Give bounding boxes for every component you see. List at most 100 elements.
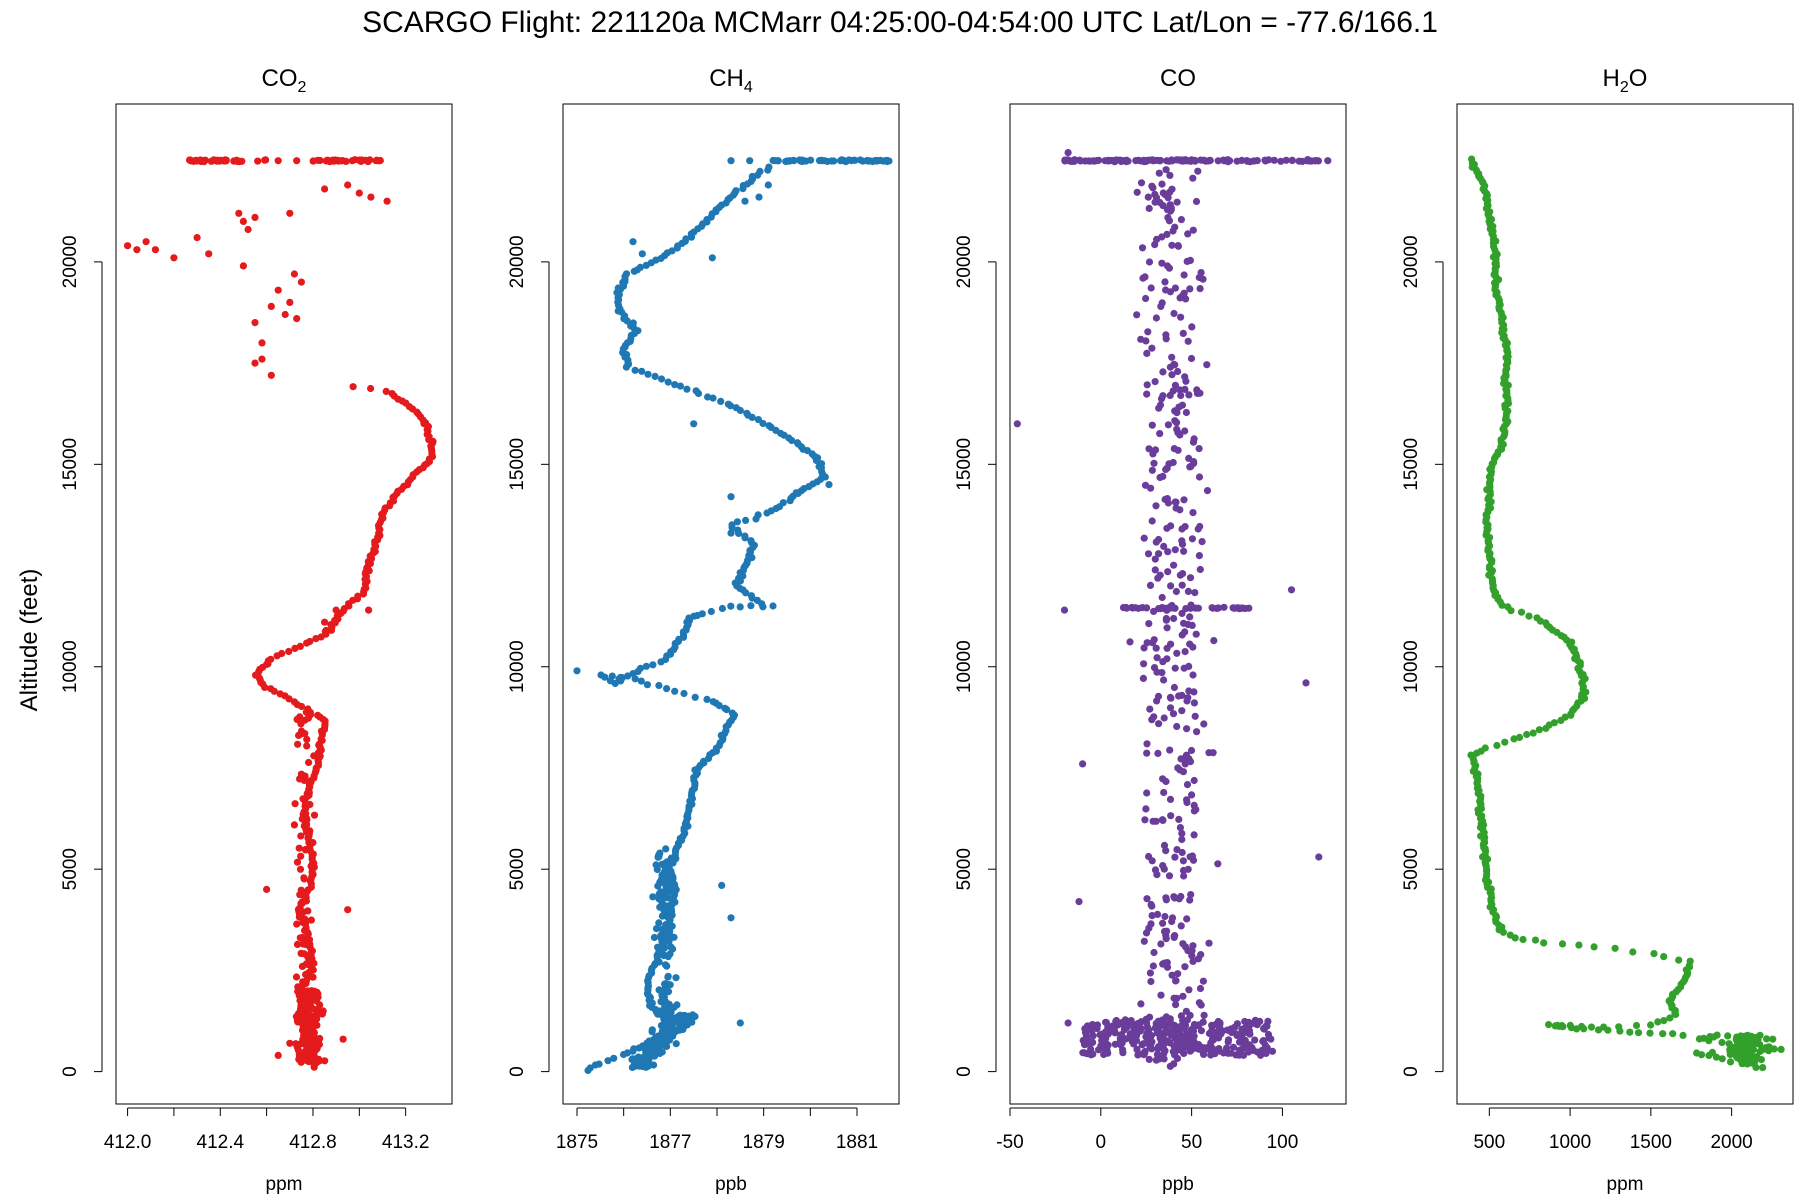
data-point xyxy=(1763,1035,1771,1043)
data-point xyxy=(1116,1041,1125,1049)
data-point xyxy=(1178,292,1187,300)
data-point xyxy=(1086,157,1094,165)
data-point xyxy=(1230,604,1238,612)
data-point xyxy=(307,1022,315,1030)
data-point xyxy=(663,894,671,902)
data-point xyxy=(654,943,662,951)
data-point xyxy=(357,156,365,165)
x-tick-label: 1881 xyxy=(836,1132,878,1153)
data-point xyxy=(732,187,740,195)
y-tick-label: 5000 xyxy=(60,848,81,890)
data-point xyxy=(1200,1044,1208,1052)
data-point xyxy=(1545,1021,1553,1029)
data-point xyxy=(747,592,756,600)
data-point xyxy=(309,157,317,165)
data-point xyxy=(1133,311,1141,319)
data-point xyxy=(294,740,302,748)
data-point xyxy=(300,892,309,901)
data-point xyxy=(1246,1030,1254,1038)
data-point xyxy=(301,845,310,854)
data-point xyxy=(1185,391,1193,399)
data-point xyxy=(1183,798,1191,807)
data-point xyxy=(1174,242,1182,250)
data-point xyxy=(1166,704,1175,712)
data-point xyxy=(186,157,195,165)
data-point xyxy=(296,865,305,873)
data-point xyxy=(636,664,645,672)
data-point xyxy=(1324,157,1332,165)
data-point xyxy=(1190,831,1198,839)
data-point xyxy=(1165,217,1173,225)
data-point xyxy=(1170,1024,1178,1032)
data-point xyxy=(1182,408,1190,417)
data-point xyxy=(755,193,763,201)
data-point xyxy=(305,789,313,797)
data-point xyxy=(298,815,306,823)
data-point xyxy=(388,390,396,398)
data-point xyxy=(1175,403,1183,411)
data-point xyxy=(1265,1034,1273,1042)
data-point xyxy=(1171,361,1179,369)
data-point xyxy=(1287,586,1296,594)
data-point xyxy=(1166,171,1174,179)
panel-3: CO -50 0 50 100 ppb 0 5000 10000 15000 20000 xyxy=(954,65,1347,1195)
data-point xyxy=(1075,898,1083,906)
plot-frame xyxy=(1009,103,1347,1105)
data-point xyxy=(1071,156,1079,164)
data-point xyxy=(1165,264,1173,272)
data-point xyxy=(679,1025,687,1034)
data-point xyxy=(297,1007,305,1015)
data-point xyxy=(1142,929,1151,937)
data-point xyxy=(638,250,646,258)
data-point xyxy=(297,852,305,860)
data-point xyxy=(344,181,352,189)
data-point xyxy=(743,409,751,417)
y-tick-label: 10000 xyxy=(60,640,81,693)
y-tick-label: 20000 xyxy=(60,235,81,288)
series-points xyxy=(1467,155,1785,1072)
data-point xyxy=(297,832,305,840)
data-point xyxy=(1193,728,1201,736)
data-point xyxy=(728,521,736,529)
data-point xyxy=(1180,496,1188,504)
data-point xyxy=(281,310,289,319)
data-point xyxy=(258,355,266,363)
data-point xyxy=(1140,660,1148,668)
panel-title-subscript: 2 xyxy=(1620,79,1629,96)
data-point xyxy=(1148,902,1156,910)
data-point xyxy=(321,1057,329,1065)
data-point xyxy=(1142,805,1150,813)
x-tick-label: 1875 xyxy=(556,1132,598,1153)
data-point xyxy=(1148,344,1156,352)
data-point xyxy=(276,690,284,698)
data-point xyxy=(658,375,666,383)
series-points xyxy=(573,156,893,1075)
data-point xyxy=(662,1033,670,1041)
data-point xyxy=(235,209,243,217)
data-point xyxy=(747,537,755,545)
data-point xyxy=(303,742,311,750)
data-point xyxy=(1171,604,1179,612)
data-point xyxy=(1102,1028,1110,1036)
data-point xyxy=(302,823,310,831)
panel-title-subscript: 4 xyxy=(744,79,753,96)
data-point xyxy=(1163,624,1171,632)
data-point xyxy=(1122,158,1130,166)
data-point xyxy=(1302,679,1310,687)
data-point xyxy=(1142,157,1150,165)
data-point xyxy=(661,985,669,993)
data-point xyxy=(1145,1055,1153,1063)
data-point xyxy=(631,366,639,374)
data-point xyxy=(1205,939,1213,947)
panel-title-subscript: 2 xyxy=(298,79,307,96)
data-point xyxy=(691,1012,699,1021)
y-tick-label: 10000 xyxy=(1401,640,1422,693)
data-point xyxy=(1632,1021,1641,1030)
data-point xyxy=(1590,943,1598,951)
data-point xyxy=(292,973,301,981)
x-axis-label: ppb xyxy=(715,1174,747,1195)
data-point xyxy=(1167,640,1175,648)
data-point xyxy=(1750,1040,1758,1048)
data-point xyxy=(327,626,336,634)
data-point xyxy=(1769,1035,1777,1043)
